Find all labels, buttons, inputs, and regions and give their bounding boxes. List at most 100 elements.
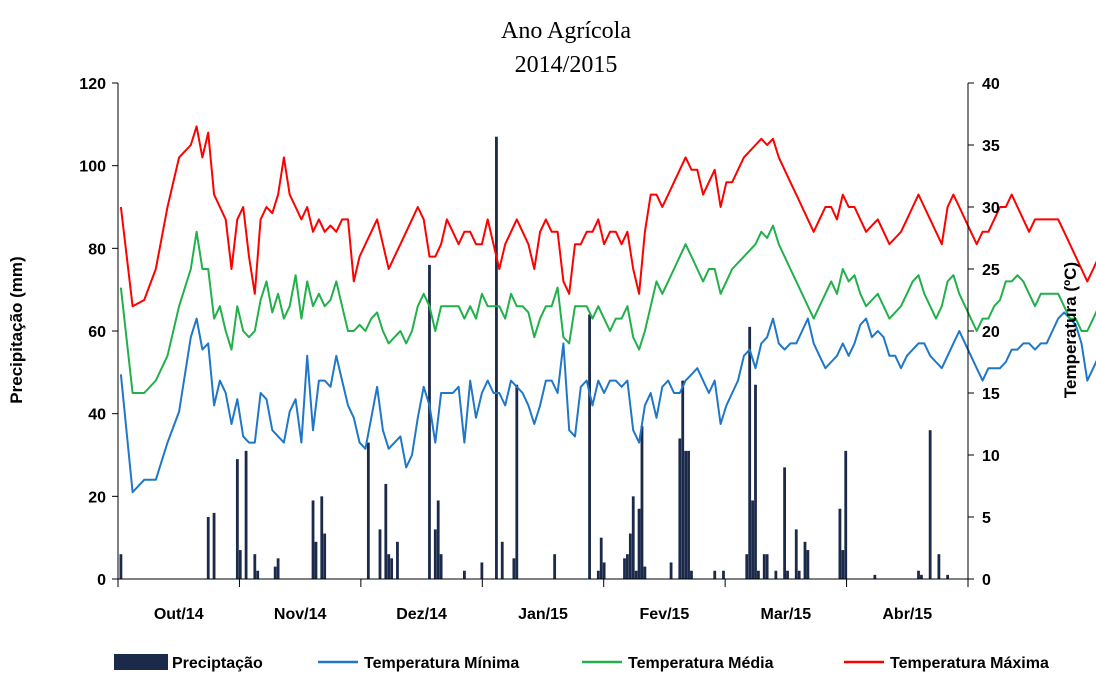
precip-bar (803, 541, 807, 579)
precip-bar (384, 483, 388, 579)
precip-bar (588, 314, 591, 579)
month-tick-label: Fev/15 (640, 606, 690, 623)
precip-bar (640, 426, 644, 579)
precip-bar (806, 550, 810, 579)
precip-bar (212, 512, 216, 579)
legend-mean-temp-label: Temperatura Média (628, 655, 774, 672)
precip-bar (311, 500, 315, 579)
precip-bar (253, 554, 257, 579)
precip-bar (928, 430, 932, 579)
precip-bar (762, 554, 766, 579)
precip-bar (512, 558, 516, 579)
precip-bar (678, 438, 682, 579)
left-tick-label: 0 (97, 572, 106, 589)
precip-bar (599, 537, 603, 579)
left-axis-label: Precipitação (mm) (7, 256, 26, 403)
precip-bar (273, 566, 277, 579)
precip-bar (119, 554, 123, 579)
precip-bar (495, 136, 498, 579)
precip-bar (690, 570, 693, 579)
right-tick-label: 25 (982, 262, 1000, 279)
precip-bar (844, 450, 848, 579)
min-temp-line (119, 311, 1096, 494)
temperature-lines (119, 125, 1096, 494)
right-tick-label: 30 (982, 200, 1000, 217)
precip-bar (783, 467, 787, 579)
precip-bar (757, 570, 760, 579)
precip-bar (387, 554, 391, 579)
precip-bar (748, 326, 752, 579)
precip-bar (396, 541, 399, 579)
precip-bar (841, 550, 845, 579)
precip-bar (937, 554, 941, 579)
precip-bar (754, 384, 757, 579)
precip-bar (669, 562, 673, 579)
month-tick-label: Mar/15 (761, 606, 812, 623)
precip-bar (681, 380, 685, 579)
precip-bar (436, 500, 440, 579)
precipitation-bars (119, 136, 950, 579)
right-axis-label: Temperatura (ºC) (1061, 262, 1080, 398)
right-tick-label: 10 (982, 448, 1000, 465)
precip-bar (797, 570, 801, 579)
precip-bar (596, 570, 600, 579)
left-tick-label: 40 (88, 407, 106, 424)
precip-bar (314, 541, 318, 579)
precip-bar (238, 550, 242, 579)
chart-title-line-2: 2014/2015 (515, 52, 618, 78)
precip-bar (390, 558, 394, 579)
precip-bar (323, 533, 327, 579)
month-tick-label: Nov/14 (274, 606, 327, 623)
precip-bar (276, 558, 280, 579)
precip-bar (637, 508, 641, 579)
precip-bar (794, 529, 798, 579)
precip-bar (500, 541, 504, 579)
precip-bar (626, 554, 629, 579)
precip-bar (946, 574, 950, 579)
right-tick-label: 5 (982, 510, 991, 527)
left-tick-label: 120 (79, 76, 106, 93)
precip-bar (745, 554, 749, 579)
right-tick-label: 40 (982, 76, 1000, 93)
left-tick-label: 20 (88, 489, 106, 506)
legend-max-temp-label: Temperatura Máxima (890, 655, 1049, 672)
precip-bar (602, 562, 606, 579)
mean-temp-line (119, 224, 1096, 394)
precip-bar (433, 529, 437, 579)
precip-bar (235, 459, 239, 579)
month-tick-label: Out/14 (154, 606, 204, 623)
precip-bar (687, 450, 690, 579)
month-tick-label: Jan/15 (518, 606, 568, 623)
legend-min-temp-label: Temperatura Mínima (364, 655, 519, 672)
precip-bar (480, 562, 484, 579)
legend: Preciptação Temperatura Mínima Temperatura… (114, 654, 1049, 672)
precip-bar (917, 570, 920, 579)
precip-bar (838, 508, 842, 579)
precip-bar (553, 554, 557, 579)
precip-bar (765, 554, 769, 579)
precip-bar (684, 450, 688, 579)
left-tick-label: 100 (79, 159, 106, 176)
precip-bar (634, 570, 638, 579)
precip-bar (873, 574, 877, 579)
axes: 0 20 40 60 80 100 120 0 5 10 15 20 25 30 35 40 Out/14 Nov… (79, 76, 1000, 623)
left-tick-label: 80 (88, 241, 106, 258)
right-tick-label: 0 (982, 572, 991, 589)
right-tick-label: 15 (982, 386, 1000, 403)
legend-precip-label: Preciptação (172, 655, 263, 672)
precip-bar (713, 570, 717, 579)
month-tick-label: Dez/14 (396, 606, 447, 623)
precip-bar (786, 570, 789, 579)
precip-bar (320, 496, 324, 579)
right-tick-label: 35 (982, 138, 1000, 155)
precip-bar (428, 264, 431, 579)
legend-precip-swatch (114, 654, 168, 670)
max-temp-line (119, 125, 1096, 308)
precip-bar (366, 442, 370, 579)
precip-bar (623, 558, 626, 579)
precip-bar (515, 384, 519, 579)
precip-bar (751, 500, 754, 579)
precip-bar (206, 517, 210, 579)
precip-bar (463, 570, 466, 579)
